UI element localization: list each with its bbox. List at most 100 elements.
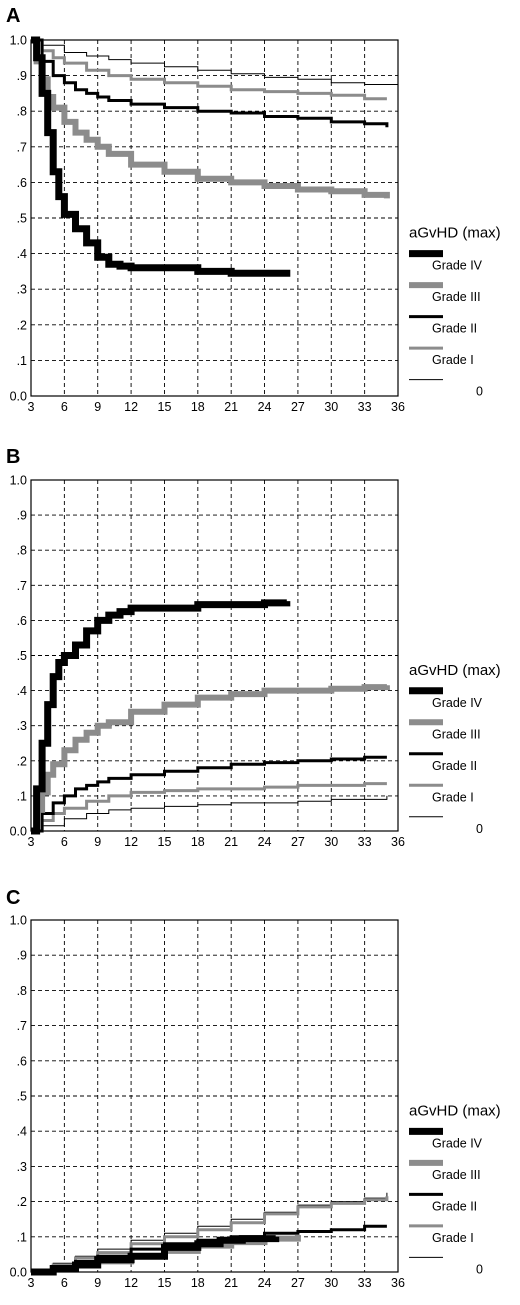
legend-label: Grade I [432, 1231, 474, 1245]
y-tick-label: .8 [17, 105, 27, 119]
series-line-grade-iv [31, 36, 291, 277]
legend-label: Grade I [432, 790, 474, 804]
y-tick-label: .9 [17, 69, 27, 83]
chart-panel-a: A0.0.1.2.3.4.5.6.7.8.91.03 6 9 12 15 18 21 24 27… [6, 5, 501, 414]
legend-title: aGvHD (max) [409, 662, 501, 679]
y-tick-label: .3 [17, 283, 27, 297]
y-tick-label: .9 [17, 949, 27, 963]
x-tick-label: 3 [28, 400, 35, 414]
y-tick-label: .4 [17, 247, 27, 261]
plot-frame [30, 479, 399, 832]
x-tick-label: 33 [358, 1276, 372, 1290]
x-tick-label: 33 [358, 400, 372, 414]
y-tick-label: 0.0 [10, 1266, 27, 1280]
y-tick-label: 0.0 [10, 825, 27, 839]
panel-letter: C [6, 887, 20, 909]
x-tick-label: 27 [291, 835, 305, 849]
x-tick-label: 21 [224, 835, 238, 849]
x-tick-label: 24 [258, 1276, 272, 1290]
y-tick-label: .5 [17, 649, 27, 663]
x-tick-label: 9 [94, 835, 101, 849]
y-tick-label: .6 [17, 176, 27, 190]
x-tick-label: 30 [324, 400, 338, 414]
x-tick-label: 30 [324, 835, 338, 849]
y-tick-label: 1.0 [10, 34, 27, 48]
legend-label: Grade II [432, 1199, 477, 1213]
x-tick-label: 15 [158, 1276, 172, 1290]
legend-label: Grade II [432, 322, 477, 336]
y-tick-label: .3 [17, 1160, 27, 1174]
y-tick-label: .6 [17, 614, 27, 628]
y-tick-label: .6 [17, 1054, 27, 1068]
x-tick-label: 6 [61, 400, 68, 414]
y-tick-label: .3 [17, 719, 27, 733]
legend-label: 0 [476, 385, 483, 399]
legend-title: aGvHD (max) [409, 1102, 501, 1119]
legend-label: 0 [476, 1262, 483, 1276]
legend-label: Grade I [432, 353, 474, 367]
legend-label: Grade IV [432, 1136, 483, 1150]
y-tick-label: .2 [17, 754, 27, 768]
x-tick-label: 12 [124, 835, 138, 849]
x-tick-label: 9 [94, 1276, 101, 1290]
series-line-0 [31, 1192, 388, 1273]
x-tick-label: 36 [391, 1276, 405, 1290]
x-tick-label: 6 [61, 835, 68, 849]
series-line-grade-iv [31, 1235, 280, 1276]
series-line-0 [31, 795, 388, 832]
x-tick-label: 33 [358, 835, 372, 849]
legend-label: 0 [476, 822, 483, 836]
chart-panel-c: C0.0.1.2.3.4.5.6.7.8.91.03 6 9 12 15 18 21 24 27… [6, 887, 501, 1290]
x-tick-label: 24 [258, 835, 272, 849]
y-tick-label: .1 [17, 354, 27, 368]
x-tick-label: 15 [158, 835, 172, 849]
x-tick-label: 3 [28, 835, 35, 849]
y-tick-label: .2 [17, 1195, 27, 1209]
x-tick-label: 36 [391, 835, 405, 849]
legend-label: Grade II [432, 759, 477, 773]
y-tick-label: .1 [17, 1230, 27, 1244]
y-tick-label: .4 [17, 684, 27, 698]
y-tick-label: 1.0 [10, 914, 27, 928]
series-line-0 [31, 39, 399, 90]
x-tick-label: 27 [291, 1276, 305, 1290]
x-tick-label: 27 [291, 400, 305, 414]
y-tick-label: .4 [17, 1125, 27, 1139]
x-tick-label: 18 [191, 400, 205, 414]
series-line-grade-i [31, 1196, 389, 1274]
x-tick-label: 24 [258, 400, 272, 414]
series-line-grade-iii [31, 684, 390, 834]
y-tick-label: .5 [17, 212, 27, 226]
x-tick-label: 15 [158, 400, 172, 414]
y-tick-label: .7 [17, 1019, 27, 1033]
legend-label: Grade III [432, 1168, 481, 1182]
legend-title: aGvHD (max) [409, 225, 501, 242]
x-tick-label: 12 [124, 1276, 138, 1290]
legend-label: Grade IV [432, 696, 483, 710]
x-tick-label: 18 [191, 1276, 205, 1290]
y-tick-label: .8 [17, 544, 27, 558]
legend-label: Grade III [432, 290, 481, 304]
y-tick-label: .9 [17, 509, 27, 523]
y-tick-label: 1.0 [10, 474, 27, 488]
series-line-grade-i [31, 782, 387, 833]
series-line-grade-ii [31, 755, 387, 833]
x-tick-label: 6 [61, 1276, 68, 1290]
y-tick-label: .7 [17, 140, 27, 154]
series-line-grade-iv [31, 599, 291, 835]
chart-panel-b: B0.0.1.2.3.4.5.6.7.8.91.03 6 9 12 15 18 21 24 27… [6, 446, 501, 849]
x-tick-label: 18 [191, 835, 205, 849]
series-line-grade-ii [31, 38, 389, 128]
y-tick-label: .2 [17, 318, 27, 332]
plot-frame [30, 39, 399, 397]
panel-letter: A [6, 5, 20, 27]
y-tick-label: .5 [17, 1090, 27, 1104]
x-tick-label: 36 [391, 400, 405, 414]
y-tick-label: 0.0 [10, 390, 27, 404]
legend-label: Grade IV [432, 259, 483, 273]
x-tick-label: 9 [94, 400, 101, 414]
x-tick-label: 3 [28, 1276, 35, 1290]
y-tick-label: .8 [17, 984, 27, 998]
x-tick-label: 12 [124, 400, 138, 414]
